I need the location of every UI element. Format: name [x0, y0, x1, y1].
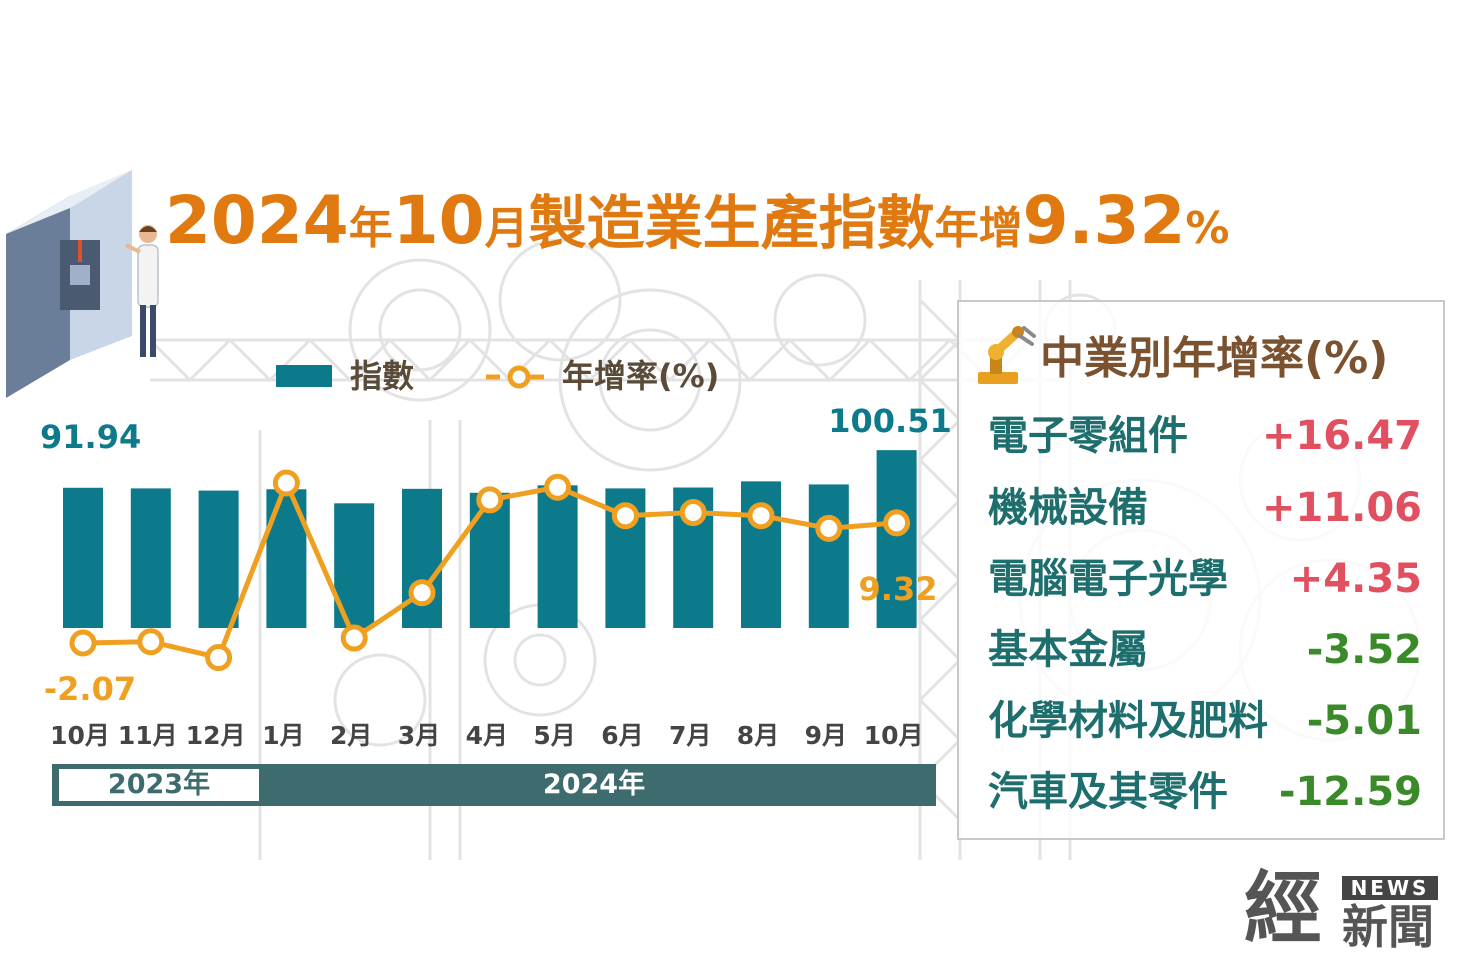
industry-name: 汽車及其零件 — [988, 769, 1228, 815]
title-year: 2024 — [165, 182, 349, 259]
industry-row: 化學材料及肥料 -5.01 — [988, 693, 1428, 749]
year-label-2024: 2024年 — [542, 769, 646, 800]
index-bar — [130, 488, 171, 628]
month-tick-label: 10月 — [864, 721, 924, 750]
industry-row: 電腦電子光學 +4.35 — [988, 551, 1428, 607]
growth-rate-point — [69, 629, 97, 657]
industry-growth-value: -12.59 — [1278, 769, 1422, 815]
rate-data-label: -2.07 — [44, 670, 136, 708]
legend-bar-swatch — [276, 365, 332, 387]
industry-growth-value: -3.52 — [1306, 627, 1422, 673]
month-tick-label: 2月 — [330, 721, 372, 750]
title-growth-value: 9.32 — [1022, 182, 1186, 259]
industry-name: 電腦電子光學 — [988, 556, 1228, 602]
robot-arm-icon — [978, 326, 1036, 384]
logo-news-badge: NEWS — [1342, 876, 1438, 900]
growth-rate-point — [544, 473, 572, 501]
rate-data-label: 9.32 — [859, 570, 938, 608]
growth-rate-point — [883, 509, 911, 537]
industry-row: 機械設備 +11.06 — [988, 480, 1428, 536]
growth-rate-point — [408, 579, 436, 607]
factory-machine-illustration — [6, 170, 159, 398]
growth-rate-point — [611, 502, 639, 530]
month-tick-label: 12月 — [186, 721, 246, 750]
month-tick-label: 3月 — [398, 721, 440, 750]
logo-char: 經 — [1244, 863, 1323, 954]
industry-name: 化學材料及肥料 — [988, 698, 1268, 744]
index-bar — [876, 450, 917, 628]
growth-rate-point — [747, 502, 775, 530]
month-tick-label: 9月 — [805, 721, 847, 750]
industry-growth-value: +16.47 — [1261, 413, 1422, 459]
month-tick-label: 4月 — [466, 721, 508, 750]
title-month: 10 — [392, 182, 485, 259]
month-tick-label: 6月 — [601, 721, 643, 750]
year-label-2023: 2023年 — [59, 769, 259, 801]
month-tick-label: 10月 — [50, 721, 110, 750]
panel-title: 中業別年增率(%) — [1040, 333, 1389, 384]
growth-rate-point — [272, 469, 300, 497]
index-bar — [63, 487, 103, 628]
index-bar — [808, 484, 849, 628]
legend-bar-label: 指數 — [350, 357, 415, 395]
industry-row: 汽車及其零件 -12.59 — [988, 764, 1428, 820]
industry-growth-panel — [957, 300, 1445, 840]
title-growth-word: 年增 — [934, 203, 1023, 254]
title-main: 製造業生產指數 — [528, 189, 935, 257]
industry-name: 基本金屬 — [988, 627, 1148, 673]
legend-line-swatch — [486, 365, 552, 389]
industry-name: 電子零組件 — [988, 413, 1188, 459]
industry-name: 機械設備 — [988, 485, 1148, 531]
index-bar — [402, 488, 442, 628]
page-title: 2024年10月製造業生產指數年增9.32% — [165, 188, 1455, 254]
index-bar — [198, 490, 239, 628]
month-tick-label: 8月 — [737, 721, 779, 750]
month-tick-label: 11月 — [118, 721, 178, 750]
logo-sub: 新聞 — [1342, 900, 1434, 954]
title-month-suffix: 月 — [484, 203, 529, 254]
index-bar — [537, 485, 578, 628]
title-percent: % — [1185, 203, 1230, 254]
news-logo: 經 NEWS 新聞 — [1244, 870, 1444, 960]
legend-line-label: 年增率(%) — [562, 357, 720, 395]
industry-growth-value: +11.06 — [1261, 485, 1422, 531]
growth-rate-point — [815, 514, 843, 542]
bar-data-label: 100.51 — [828, 402, 951, 440]
industry-row: 電子零組件 +16.47 — [988, 408, 1428, 464]
growth-rate-point — [205, 644, 233, 672]
industry-growth-value: -5.01 — [1306, 698, 1422, 744]
growth-rate-point — [476, 486, 504, 514]
month-tick-label: 1月 — [262, 721, 304, 750]
growth-rate-point — [137, 628, 165, 656]
growth-rate-point — [679, 499, 707, 527]
growth-rate-point — [340, 624, 368, 652]
month-tick-label: 7月 — [669, 721, 711, 750]
month-tick-label: 5月 — [533, 721, 575, 750]
bar-data-label: 91.94 — [40, 418, 141, 456]
industry-growth-value: +4.35 — [1289, 556, 1422, 602]
industry-row: 基本金屬 -3.52 — [988, 622, 1428, 678]
title-year-suffix: 年 — [348, 203, 393, 254]
